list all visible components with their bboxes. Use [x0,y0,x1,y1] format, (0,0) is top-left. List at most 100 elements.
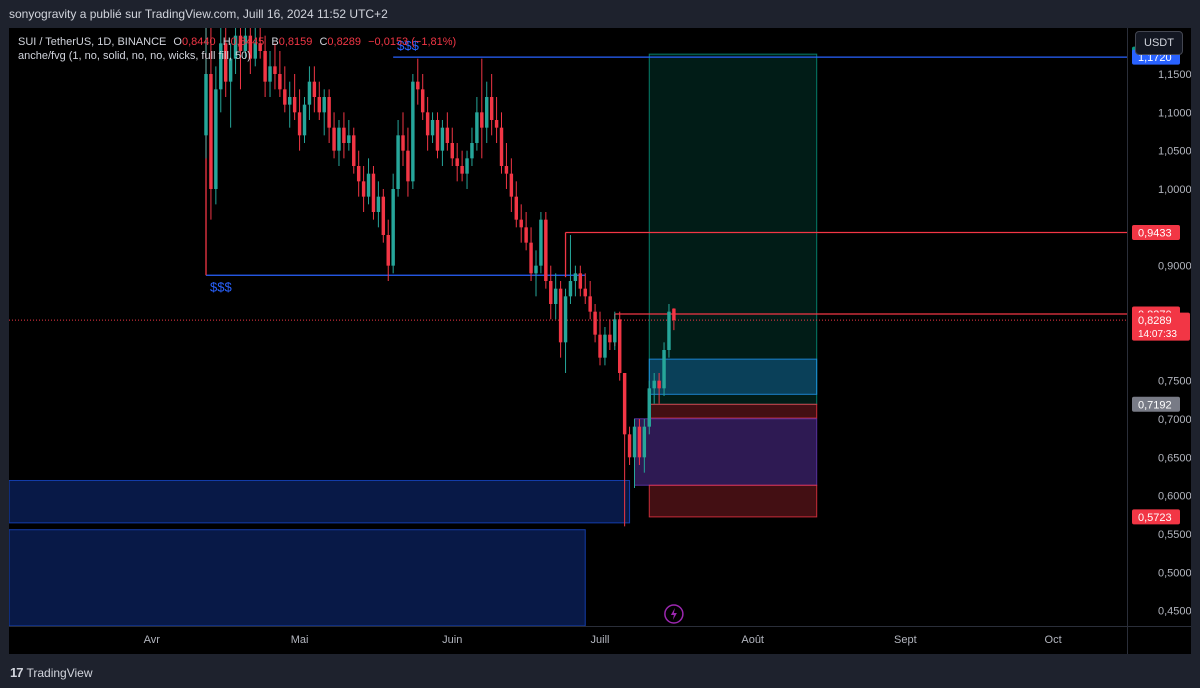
candle-body [381,196,386,235]
legend-symbol: SUI / TetherUS, 1D, BINANCE [18,36,167,48]
y-tick-label: 0,4500 [1158,606,1191,618]
candle-body [465,158,469,174]
candle-body [243,35,248,51]
chart-legend: SUI / TetherUS, 1D, BINANCE O0,8440 H0,8… [18,35,456,63]
candle-body [578,273,583,289]
legend-ohlc-row: SUI / TetherUS, 1D, BINANCE O0,8440 H0,8… [18,35,456,49]
candle-body [544,219,548,281]
legend-open-value: 0,8440 [181,36,216,48]
candle-body [489,97,494,120]
candle-body [632,426,637,458]
price-chart-svg[interactable]: $$$ $$$ 1,1500 1,1000 1,0500 1,0000 0,9000 0,7… [9,28,1191,654]
candle-body [647,388,651,427]
candle-body [637,426,642,458]
price-tag-label: 0,8289 [1138,315,1172,327]
y-tick-label: 1,1500 [1158,69,1191,81]
long-target-zone [648,53,818,405]
legend-low-value: 0,8159 [278,36,313,48]
candle-body [312,81,317,97]
candle-body [347,135,351,143]
candle-body [352,135,356,166]
candle-body [430,120,435,136]
candle-body [361,181,366,197]
price-tag-bg [1132,396,1180,412]
price-tag-bg [1132,312,1190,341]
liquidity-label: $$$ [397,38,419,53]
candle-body [450,143,454,159]
candle-body [553,288,558,304]
tradingview-logo[interactable]: 17 TradingView [10,665,93,680]
candle-body [204,74,208,136]
candle-body [248,35,253,59]
candle-body [480,112,484,128]
fvg-blue-upper [648,358,818,395]
price-tag: 0,5723 [1132,509,1180,525]
legend-close-label: C [319,36,328,48]
legend-high-label: H [222,36,231,48]
y-tick-label: 0,6000 [1158,491,1191,503]
candle-body [440,127,445,151]
tradingview-logo-icon: 17 [10,665,24,680]
demand-zone-upper [9,479,631,524]
lightning-icon-ring [664,604,684,624]
candle-body [470,143,474,159]
candle-body [672,308,676,321]
demand-zone-lower [9,529,586,627]
candle-body [519,219,523,228]
price-tag-label: 1,1720 [1138,52,1172,64]
candle-body [617,319,622,373]
candle-body [327,97,331,128]
x-tick-label: Avr [144,634,161,646]
candle-body [425,112,430,136]
candle-body [588,296,592,312]
candle-body [455,158,459,166]
candle-body [411,81,415,182]
candle-body [494,120,499,128]
candle-body [573,273,578,281]
candle-body [288,97,292,105]
candle-body [445,127,450,143]
candle-body [332,127,336,151]
candle-body [593,311,597,335]
candle-body [504,166,509,174]
candle-body [317,97,322,113]
candle-body [583,288,587,297]
candle-body [273,66,277,74]
stop-zone-lower [648,484,818,518]
candle-body [297,112,302,136]
candle-body [356,166,361,182]
candle-body [283,89,287,105]
candle-body [214,89,218,189]
candle-body [278,74,282,90]
candle-body [608,334,612,343]
candle-body [263,51,267,82]
annotations-layer: $$$ $$$ [9,28,1127,347]
y-tick-label: 1,1000 [1158,107,1191,119]
candle-body [568,281,573,297]
legend-open-label: O [173,36,182,48]
chart-pane[interactable]: $$$ $$$ 1,1500 1,1000 1,0500 1,0000 0,9000 0,7… [9,28,1191,654]
candle-body [613,319,617,343]
legend-high-value: 0,8445 [230,36,265,48]
candle-body [549,281,553,304]
candle-body [228,58,233,82]
candle-body [622,373,627,435]
candle-body [420,89,425,113]
x-tick-label: Juill [591,634,610,646]
candle-body [292,97,297,113]
price-tag-countdown: 14:07:33 [1138,329,1177,340]
axes-layer: 1,1500 1,1000 1,0500 1,0000 0,9000 0,7500 0,70… [9,28,1191,654]
currency-button[interactable]: USDT [1135,31,1183,55]
legend-indicator[interactable]: anche/fvg (1, no, solid, no, no, wicks, … [18,50,251,62]
fvg-purple [633,418,818,486]
zones-layer [9,53,818,627]
candle-body [386,235,390,266]
lightning-icon-bolt [670,608,677,620]
candle-body [558,288,563,343]
candle-body [401,135,405,151]
published-by-text: sonyogravity a publié sur TradingView.co… [9,7,388,21]
x-tick-label: Août [741,634,764,646]
candle-body [435,120,440,151]
price-tag-label: 0,9433 [1138,227,1172,239]
lightning-icon [664,604,684,624]
